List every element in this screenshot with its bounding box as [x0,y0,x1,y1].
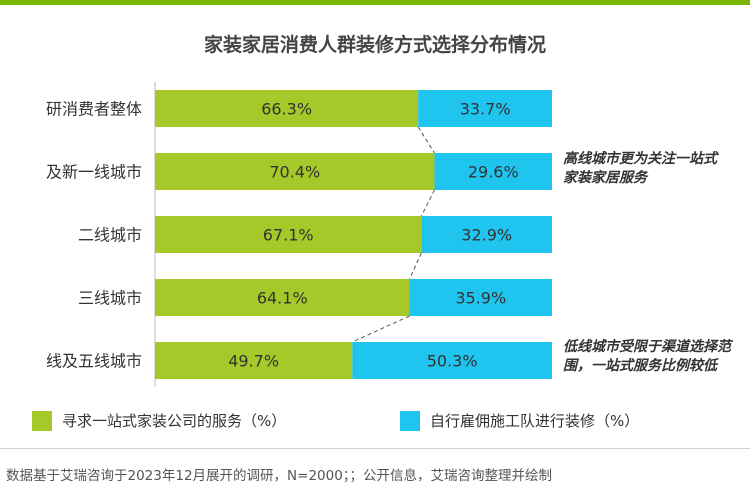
bar-one-stop-2 [155,216,422,253]
bar-self-hire-3 [409,279,552,316]
category-label-4: 线及五线城市 [46,352,142,371]
connector-line-0 [417,126,435,154]
category-label-3: 三线城市 [78,289,142,308]
connector-line-3 [352,315,410,343]
category-label-1: 及新一线城市 [46,163,142,182]
legend: 寻求一站式家装公司的服务（%） 自行雇佣施工队进行装修（%） [32,410,732,436]
data-label-self-hire-3: 35.9% [455,289,506,308]
annotation-high-tier: 高线城市更为关注一站式 家装家居服务 [563,150,750,188]
data-label-one-stop-2: 67.1% [263,226,314,245]
data-label-self-hire-2: 32.9% [461,226,512,245]
data-label-self-hire-0: 33.7% [460,100,511,119]
connector-line-2 [409,252,422,280]
data-label-self-hire-1: 29.6% [468,163,519,182]
data-label-one-stop-4: 49.7% [228,352,279,371]
bar-self-hire-1 [434,153,552,190]
legend-swatch-green [32,410,52,431]
data-label-one-stop-0: 66.3% [261,100,312,119]
annotation-low-tier-line2: 围，一站式服务比例较低 [563,358,717,374]
bar-one-stop-4 [155,342,353,379]
data-label-one-stop-1: 70.4% [269,163,320,182]
footer-divider [0,448,750,449]
legend-label-one-stop: 寻求一站式家装公司的服务（%） [62,412,287,430]
legend-item-self-hire: 自行雇佣施工队进行装修（%） [400,410,639,431]
category-label-0: 研消费者整体 [46,100,142,119]
data-label-self-hire-4: 50.3% [427,352,478,371]
annotation-low-tier-line1: 低线城市受限于渠道选择范 [563,339,731,355]
chart-title: 家装家居消费人群装修方式选择分布情况 [203,34,546,56]
annotation-low-tier: 低线城市受限于渠道选择范 围，一站式服务比例较低 [563,338,750,376]
bar-one-stop-1 [155,153,435,190]
top-accent-bar [0,0,750,5]
bar-self-hire-4 [352,342,552,379]
legend-label-self-hire: 自行雇佣施工队进行装修（%） [430,412,640,430]
category-label-2: 二线城市 [78,226,142,245]
legend-item-one-stop: 寻求一站式家装公司的服务（%） [32,410,286,431]
legend-swatch-blue [400,410,420,431]
data-label-one-stop-3: 64.1% [257,289,308,308]
bar-self-hire-0 [418,90,552,127]
connector-line-1 [420,189,435,217]
footnote: 数据基于艾瑞咨询于2023年12月展开的调研，N=2000；；公开信息，艾瑞咨询… [6,468,553,484]
annotation-high-tier-line2: 家装家居服务 [563,170,647,186]
bar-one-stop-0 [155,90,419,127]
annotation-high-tier-line1: 高线城市更为关注一站式 [563,151,717,167]
bar-self-hire-2 [421,216,552,253]
bar-one-stop-3 [155,279,410,316]
